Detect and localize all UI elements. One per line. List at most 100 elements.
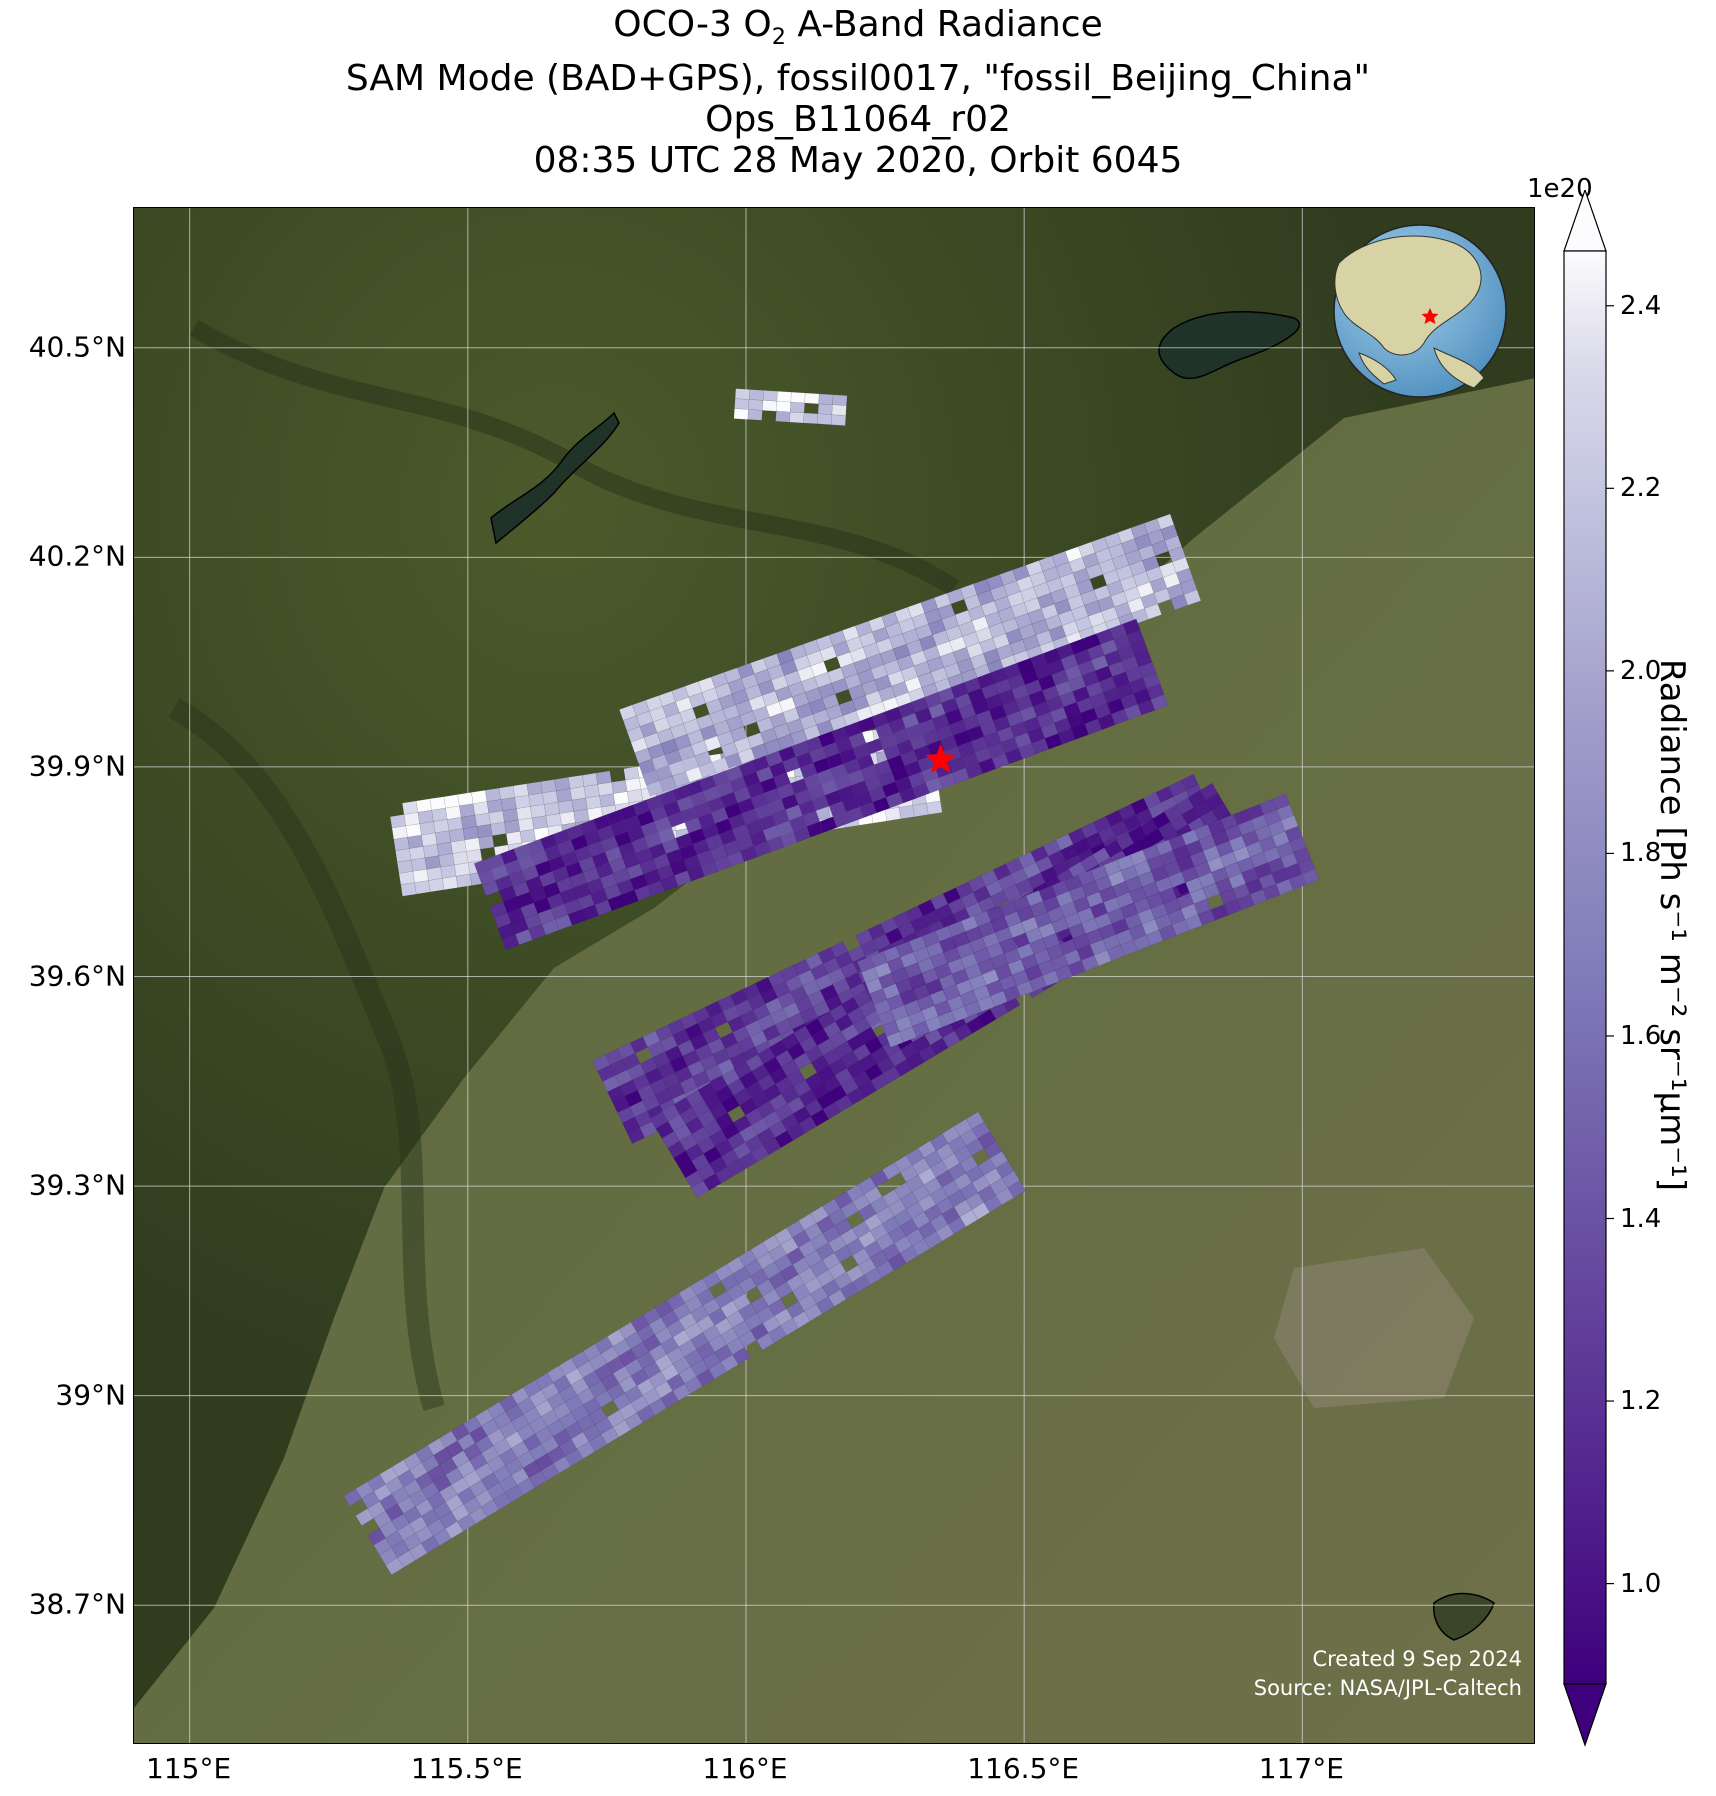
radiance-pixel [442,875,459,891]
radiance-pixel [776,391,792,403]
radiance-pixel [1144,603,1162,620]
lon-tick-label: 116.5°E [967,1752,1080,1785]
radiance-pixel [421,832,438,847]
colorbar-ticks [1606,305,1614,1585]
radiance-pixel [803,412,819,425]
radiance-pixel [1150,694,1169,711]
radiance-pixel [748,389,764,401]
radiance-pixel [732,1347,751,1365]
radiance-pixel [433,819,450,834]
radiance-pixel [789,411,805,424]
radiance-pixel [804,392,820,405]
radiance-pixel [611,779,628,794]
lat-tick-label: 39.9°N [28,749,126,783]
colorbar-extend-top [1563,190,1607,252]
radiance-pixel [472,801,490,816]
radiance-pixel [448,828,465,843]
globe-star-icon [1421,308,1439,324]
colorbar-tick-label: 1.0 [1620,1568,1662,1599]
radiance-pixel [762,390,778,402]
radiance-pixel [400,882,417,897]
lat-tick-label: 39.6°N [28,959,126,992]
colorbar-tick-label: 1.4 [1620,1203,1662,1234]
lon-tick-label: 115°E [146,1752,232,1785]
radiance-pixel [831,414,847,426]
lat-tick-label: 39°N [55,1378,126,1412]
lat-tick-label: 38.7°N [28,1587,126,1621]
lat-tick-label: 39.3°N [28,1168,126,1202]
radiance-pixel [504,819,521,834]
radiance-pixel [531,815,548,830]
radiance-pixel [455,873,472,888]
colorbar-tick-label: 2.0 [1620,655,1662,686]
radiance-pixel [490,821,507,836]
radiance-pixel [422,844,440,859]
basemap-city [1274,1248,1474,1408]
radiance-pixel [417,809,434,824]
radiance-pixel [512,783,529,798]
radiance-pixel [398,871,415,886]
radiance-pixel [790,391,806,404]
swath-8 [343,1111,1027,1576]
basemap-mountains [134,208,1534,1708]
radiance-pixel [395,848,412,863]
radiance-pixel [898,805,915,820]
radiance-pixel [405,823,422,838]
globe-landmass-2 [1358,352,1397,385]
swath-7 [856,793,1320,1048]
radiance-pixel [623,766,640,781]
radiance-pixel [426,866,443,881]
swath-2 [733,388,848,426]
radiance-pixel [832,394,848,406]
title-line-2: SAM Mode (BAD+GPS), fossil0017, "fossil_… [345,58,1371,100]
radiance-pixel [457,792,474,807]
radiance-pixel [789,401,805,414]
radiance-pixel [926,800,943,815]
swath-3 [618,513,1202,797]
radiance-pixel [884,807,901,822]
credit-source: Source: NASA/JPL-Caltech [1253,1676,1522,1700]
colorbar-tick-label: 2.2 [1620,473,1662,504]
radiance-pixel [393,836,410,851]
radiance-pixel [500,797,517,812]
radiance-pixel [776,400,792,413]
radiance-pixel [454,862,471,877]
radiance-pixel [478,835,495,850]
title-line-4: 08:35 UTC 28 May 2020, Orbit 6045 [533,140,1183,182]
radiance-pixel [476,824,493,839]
radiance-pixel [571,797,588,812]
radiance-pixel [817,413,833,425]
radiance-pixel [402,800,419,815]
radiance-pixel [775,410,791,423]
radiance-pixel [747,409,763,421]
radiance-pixel [734,388,750,400]
radiance-swaths [343,388,1320,1576]
radiance-pixel [429,796,446,811]
radiance-pixel [583,784,600,799]
radiance-pixel [599,793,616,808]
title-line-3: Ops_B11064_r02 [705,99,1011,141]
radiance-pixel [410,857,427,872]
radiance-pixel [528,792,545,807]
radiance-pixel [543,801,561,816]
target-marker [925,743,956,773]
map-canvas [134,208,1534,1743]
radiance-pixel [573,809,590,824]
radiance-pixel [540,779,557,794]
colorbar-tick-label: 1.2 [1620,1386,1662,1417]
reservoir-north [1158,311,1301,380]
radiance-pixel [831,404,847,416]
graticule [134,208,1534,1743]
title-line-1: OCO-3 O2 A-Band Radiance [613,4,1103,51]
radiance-pixel [559,811,576,826]
radiance-pixel [733,408,749,420]
radiance-pixel [488,810,505,825]
colorbar-tick-label: 2.4 [1620,290,1662,321]
colorbar-gradient [1563,250,1607,1685]
lon-tick-label: 117°E [1258,1752,1344,1785]
colorbar-tick-label: 1.6 [1620,1020,1662,1051]
basemap-ridge-2 [168,698,445,1412]
radiance-pixel [414,880,431,895]
globe-landmass [1334,235,1482,356]
figure-title: OCO-3 O2 A-Band Radiance SAM Mode (BAD+G… [0,4,1716,181]
